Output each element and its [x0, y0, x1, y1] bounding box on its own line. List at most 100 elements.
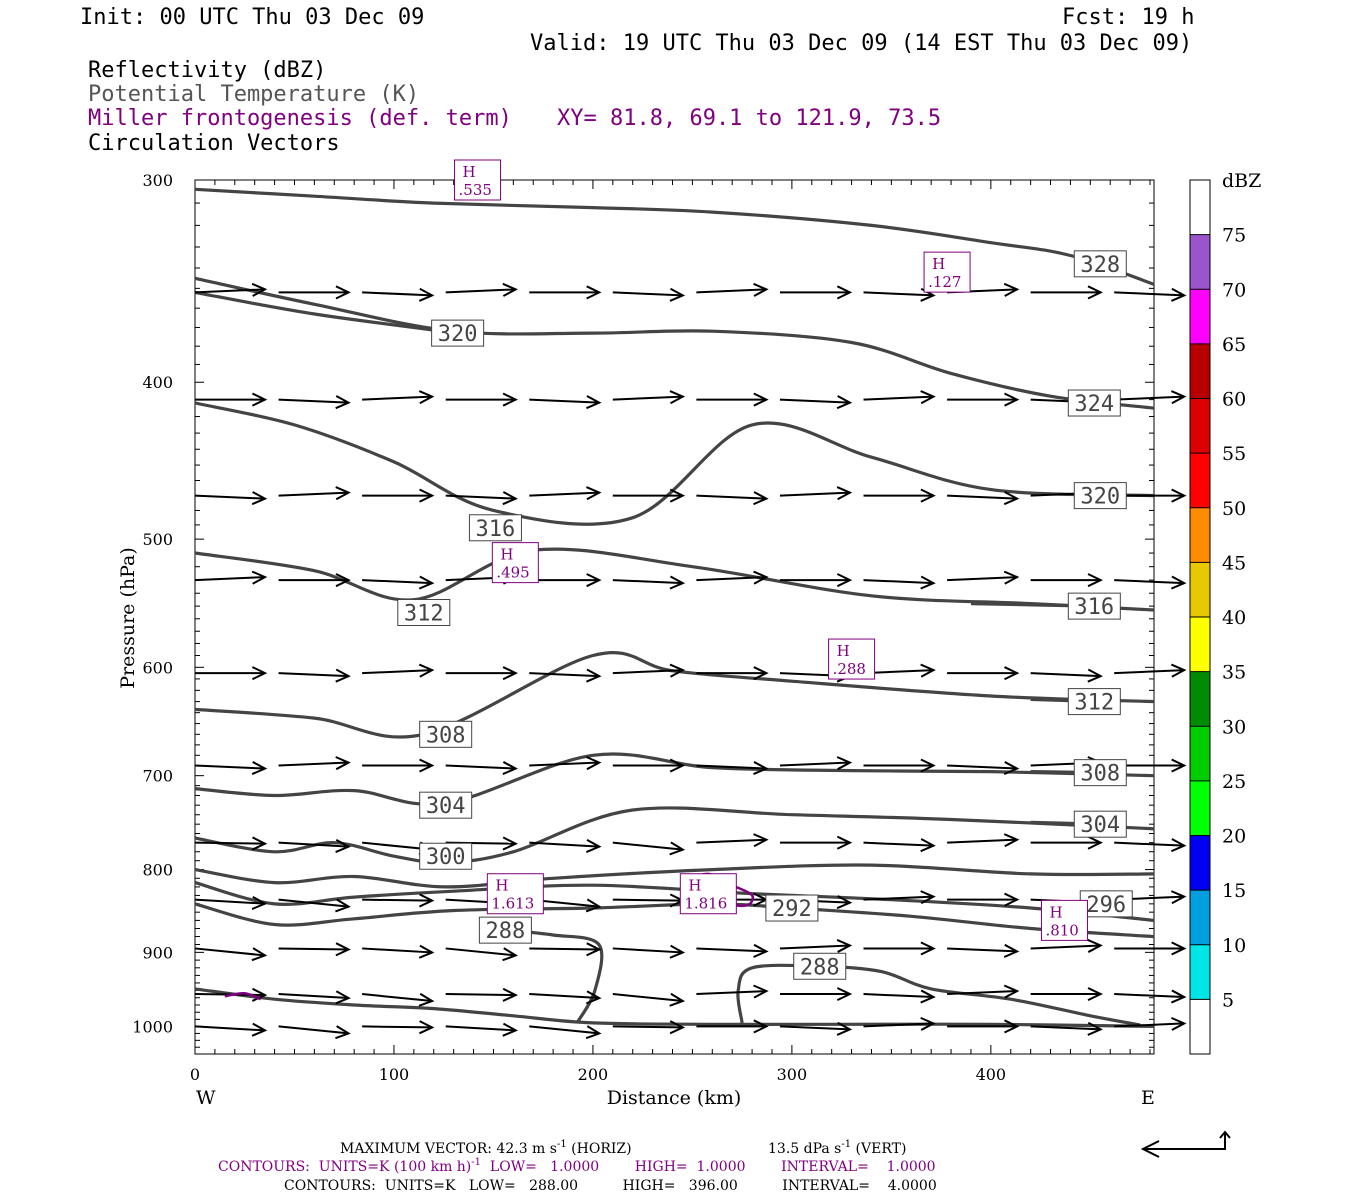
circulation-vector — [529, 1025, 600, 1035]
x-tick-label: 400 — [976, 1065, 1007, 1084]
frontogenesis-max-value: .288 — [833, 660, 866, 678]
circulation-vector-head — [585, 898, 602, 913]
circulation-vector-head — [1003, 570, 1020, 585]
circulation-vector-head — [920, 488, 936, 503]
theta-contour-label: 316 — [476, 517, 516, 542]
colorbar-level-label: 45 — [1222, 552, 1246, 574]
circulation-vector-head — [251, 491, 268, 506]
frontogenesis-max-value: .535 — [459, 181, 492, 199]
theta-contour-line — [736, 963, 1141, 1027]
colorbar-swatch — [1190, 562, 1210, 617]
plot-frame — [194, 179, 1155, 1055]
circulation-vector — [278, 841, 349, 848]
frontogenesis-max-box — [828, 638, 876, 680]
theta-contour-label-box — [1067, 688, 1121, 716]
circulation-vector — [1114, 1022, 1185, 1028]
circulation-vector-head — [836, 1021, 853, 1036]
theta-contour-label-box — [431, 319, 485, 347]
circulation-vector — [1114, 841, 1185, 847]
frontogenesis-max-box — [454, 159, 502, 201]
max-vector-text: MAXIMUM VECTOR: 42.3 m s-1 (HORIZ) — [340, 1139, 632, 1157]
colorbar-level-label: 60 — [1222, 389, 1246, 411]
y-tick-label: 500 — [142, 530, 173, 549]
circulation-vector-head — [1170, 989, 1187, 1004]
circulation-vector-head — [335, 839, 351, 853]
circulation-vector — [194, 576, 266, 582]
circulation-vector-head — [920, 989, 936, 1004]
circulation-vector-head — [753, 570, 769, 585]
circulation-vector — [362, 993, 433, 1003]
circulation-vector — [362, 1025, 433, 1029]
vertical-scale-text: 13.5 dPa s-1 (VERT) — [768, 1139, 906, 1157]
circulation-vector-head — [251, 836, 268, 851]
colorbar-swatch — [1190, 780, 1210, 836]
circulation-vector-head — [1087, 668, 1103, 683]
circulation-vector — [529, 761, 600, 767]
theta-contour-label: 312 — [404, 601, 444, 626]
circulation-vector-head — [251, 1022, 268, 1037]
circulation-vector — [863, 669, 934, 675]
theta-contour-label: 292 — [772, 897, 812, 922]
theta-contour-line — [194, 401, 1155, 526]
circulation-vector — [863, 1022, 934, 1028]
circulation-vector-head — [251, 570, 268, 585]
theta-contour-line — [194, 881, 1155, 922]
circulation-vector-head — [920, 890, 936, 905]
circulation-vector — [194, 841, 266, 845]
theta-contour-line — [194, 276, 1155, 410]
circulation-vector — [696, 764, 767, 770]
circulation-vector-head — [419, 893, 435, 908]
colorbar-level-label: 50 — [1222, 498, 1246, 520]
circulation-vector — [1114, 579, 1185, 585]
circulation-vector-head — [335, 756, 351, 771]
frontogenesis-max-letter: H — [495, 877, 508, 895]
theta-contour-label: 304 — [426, 794, 466, 819]
circulation-vector — [1114, 669, 1185, 675]
theta-contour-label: 328 — [1080, 253, 1120, 278]
colorbar-swatch — [1190, 453, 1210, 508]
circulation-vector — [445, 947, 516, 957]
circulation-vector — [612, 947, 683, 954]
circulation-vector-head — [920, 575, 936, 590]
circulation-vector-head — [836, 938, 853, 953]
circulation-vector-head — [586, 486, 602, 501]
circulation-vector-head — [418, 287, 435, 302]
circulation-vector-head — [251, 947, 268, 962]
field-circulation-vectors: Circulation Vectors — [88, 131, 340, 156]
frontogenesis-max-letter: H — [463, 163, 476, 181]
theta-contour-line — [194, 806, 1155, 865]
colorbar-swatch — [1190, 944, 1210, 1000]
circulation-vector-head — [585, 1025, 602, 1040]
circulation-vector-head — [669, 390, 686, 405]
circulation-vector-head — [1003, 833, 1020, 848]
theta-contour-label-box — [478, 916, 532, 944]
circulation-vector-head — [335, 395, 351, 410]
circulation-vector — [445, 993, 516, 997]
west-label: W — [196, 1087, 216, 1109]
circulation-vector-head — [920, 758, 936, 773]
circulation-vector — [278, 1025, 349, 1035]
y-tick-labels: 300 400 500 600 700 800 900 1000 — [132, 171, 173, 1036]
circulation-vector-head — [502, 282, 518, 297]
circulation-vectors — [194, 282, 1187, 1040]
frontogenesis-max-value: .810 — [1045, 921, 1078, 939]
colorbar-swatch — [1190, 890, 1210, 945]
circulation-vector-head — [836, 573, 853, 588]
colorbar-level-label: 10 — [1222, 935, 1246, 957]
circulation-vector-head — [251, 282, 268, 297]
circulation-vector-head — [669, 992, 686, 1007]
circulation-vector — [194, 288, 266, 294]
x-tick-label: 300 — [777, 1065, 808, 1084]
circulation-vector-head — [335, 990, 351, 1005]
circulation-vector — [612, 579, 683, 585]
circulation-vector — [445, 1025, 516, 1032]
circulation-vector-head — [335, 285, 351, 300]
circulation-vector-head — [1170, 287, 1187, 302]
circulation-vector-head — [502, 666, 518, 681]
frontogenesis-max-value: .127 — [928, 273, 961, 291]
circulation-vector-head — [836, 987, 853, 1002]
circulation-vector-head — [1004, 392, 1020, 407]
circulation-vector-head — [418, 663, 435, 678]
circulation-vector-head — [1004, 892, 1020, 907]
